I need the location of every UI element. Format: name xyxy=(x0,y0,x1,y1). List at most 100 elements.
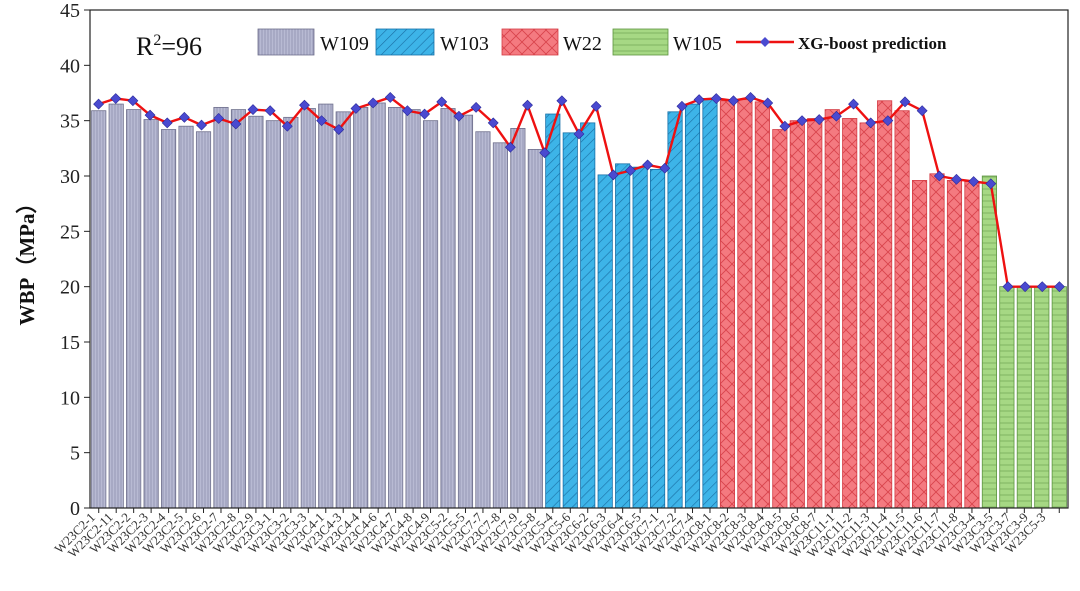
y-tick-label-40: 40 xyxy=(60,55,80,77)
bar-w109-9 xyxy=(230,109,247,509)
bar-w22-45 xyxy=(859,122,875,509)
prediction-marker-14 xyxy=(316,115,328,127)
bar-w109-7 xyxy=(195,131,212,509)
bar-w103-35 xyxy=(684,103,701,509)
prediction-marker-29 xyxy=(573,128,585,140)
bar-w109-17 xyxy=(370,102,386,509)
bar-w103-33 xyxy=(650,168,666,509)
bar-w22-39 xyxy=(754,101,770,509)
prediction-marker-20 xyxy=(419,108,431,120)
bar-w105-55 xyxy=(1034,286,1050,509)
bar-w22-49 xyxy=(929,173,945,509)
prediction-marker-39 xyxy=(745,92,757,103)
r2-annotation: R2=96 xyxy=(136,32,202,61)
bar-w109-4 xyxy=(143,119,159,509)
bar-w109-24 xyxy=(492,142,508,509)
prediction-marker-28 xyxy=(556,95,568,107)
prediction-marker-31 xyxy=(607,169,619,181)
prediction-marker-27 xyxy=(539,147,551,159)
bar-w103-31 xyxy=(615,163,631,509)
prediction-marker-18 xyxy=(384,92,396,103)
bar-w109-5 xyxy=(161,129,177,509)
prediction-marker-44 xyxy=(830,110,842,122)
bar-w109-16 xyxy=(353,106,369,509)
prediction-marker-41 xyxy=(779,120,791,132)
prediction-marker-4 xyxy=(144,109,156,121)
prediction-marker-43 xyxy=(813,114,825,125)
bar-w109-8 xyxy=(213,106,229,509)
prediction-marker-11 xyxy=(264,105,276,117)
prediction-marker-25 xyxy=(504,141,516,153)
bar-w22-48 xyxy=(911,180,928,509)
bar-w109-6 xyxy=(178,125,194,509)
prediction-marker-19 xyxy=(401,105,413,117)
bar-w22-44 xyxy=(842,118,858,509)
prediction-marker-32 xyxy=(625,165,636,176)
prediction-marker-16 xyxy=(350,103,362,114)
y-tick-label-15: 15 xyxy=(60,332,80,354)
y-tick-label-30: 30 xyxy=(60,166,80,188)
bar-w103-29 xyxy=(580,122,596,509)
bar-w22-50 xyxy=(946,180,963,509)
prediction-marker-21 xyxy=(436,96,448,108)
prediction-marker-50 xyxy=(933,170,945,182)
bar-w22-51 xyxy=(964,181,980,509)
r2-suffix: =96 xyxy=(161,32,202,61)
prediction-marker-22 xyxy=(453,110,465,122)
prediction-marker-30 xyxy=(590,100,602,112)
prediction-marker-37 xyxy=(710,93,722,104)
bar-w103-34 xyxy=(667,111,683,509)
plot-frame xyxy=(89,9,1069,509)
prediction-marker-9 xyxy=(230,118,242,130)
prediction-marker-35 xyxy=(676,100,688,112)
bar-w105-53 xyxy=(999,286,1015,509)
prediction-marker-17 xyxy=(367,97,379,109)
legend-label-prediction: XG-boost prediction xyxy=(798,34,947,53)
prediction-marker-8 xyxy=(213,113,225,124)
bar-w109-3 xyxy=(126,109,142,509)
bar-w109-18 xyxy=(388,106,404,509)
bar-w105-54 xyxy=(1016,286,1032,509)
bar-w22-41 xyxy=(789,120,805,509)
bar-w103-28 xyxy=(562,132,578,509)
prediction-marker-46 xyxy=(865,117,877,129)
prediction-marker-52 xyxy=(968,176,980,187)
bar-w103-36 xyxy=(702,98,718,509)
bar-w103-30 xyxy=(597,174,613,509)
legend: W109 W103 W22 W105 XG-boost prediction xyxy=(257,28,947,56)
legend-label-w22: W22 xyxy=(563,33,602,55)
bar-w109-13 xyxy=(300,108,316,509)
prediction-marker-10 xyxy=(247,104,259,116)
bar-w22-42 xyxy=(807,118,823,509)
bar-w22-38 xyxy=(737,99,753,509)
y-tick-label-5: 5 xyxy=(70,443,80,465)
legend-swatch-w109 xyxy=(257,28,315,56)
prediction-marker-7 xyxy=(196,119,207,131)
bar-w109-21 xyxy=(440,108,456,509)
prediction-marker-33 xyxy=(642,159,654,171)
y-tick-label-0: 0 xyxy=(70,498,80,520)
prediction-marker-51 xyxy=(951,173,962,185)
bar-w109-19 xyxy=(405,109,421,509)
prediction-marker-5 xyxy=(161,117,173,129)
prediction-marker-24 xyxy=(487,117,499,129)
legend-label-w105: W105 xyxy=(673,33,722,55)
prediction-marker-1 xyxy=(93,98,105,110)
prediction-marker-34 xyxy=(659,162,671,174)
prediction-marker-3 xyxy=(127,95,139,107)
prediction-marker-40 xyxy=(762,97,774,109)
bar-w109-23 xyxy=(475,131,491,509)
bar-w109-2 xyxy=(108,103,124,509)
bar-w109-11 xyxy=(265,120,281,509)
y-tick-label-45: 45 xyxy=(60,0,80,22)
bar-w109-15 xyxy=(335,111,351,509)
prediction-marker-13 xyxy=(299,99,310,111)
prediction-marker-48 xyxy=(899,96,911,108)
legend-marker-prediction xyxy=(760,37,770,47)
prediction-marker-42 xyxy=(796,115,808,127)
r2-prefix: R xyxy=(136,32,154,61)
legend-swatch-w22 xyxy=(501,28,559,56)
prediction-marker-2 xyxy=(110,93,122,104)
prediction-marker-38 xyxy=(727,95,739,107)
bar-w22-43 xyxy=(824,109,840,509)
